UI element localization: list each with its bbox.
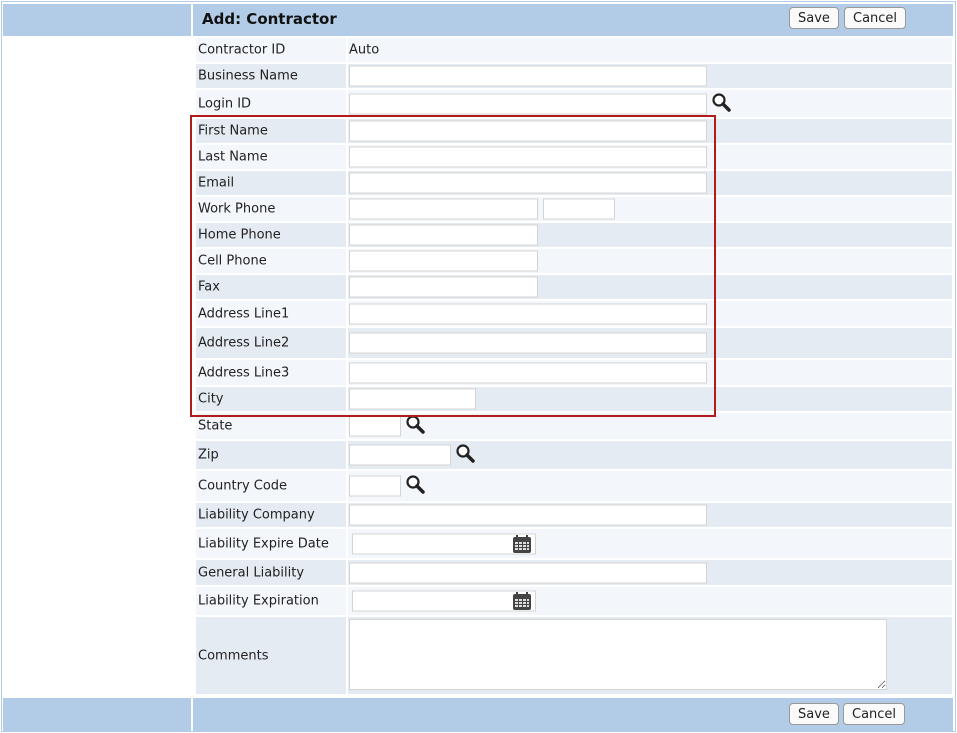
last-name-input[interactable] — [349, 146, 707, 168]
magnifier-icon[interactable] — [405, 474, 425, 494]
form-row-contractor-id: Contractor ID Auto — [196, 38, 952, 64]
general-liability-input[interactable] — [349, 562, 707, 583]
footer-cancel-button[interactable]: Cancel — [843, 703, 906, 725]
save-button[interactable]: Save — [789, 7, 839, 29]
address-line1-label: Address Line1 — [198, 306, 290, 321]
liability-company-label: Liability Company — [198, 507, 315, 523]
page-title: Add: Contractor — [202, 10, 337, 28]
magnifier-icon[interactable] — [711, 92, 731, 112]
country-code-input[interactable] — [349, 475, 401, 497]
liability-expire-date-label: Liability Expire Date — [198, 536, 329, 551]
first-name-input[interactable] — [349, 120, 707, 142]
email-label: Email — [198, 175, 235, 191]
address-line2-input[interactable] — [349, 332, 707, 354]
footer-save-button[interactable]: Save — [789, 703, 839, 725]
form-row-city: City — [196, 387, 952, 413]
form-row-liability-expire-date: Liability Expire Date — [196, 529, 952, 560]
home-phone-input[interactable] — [349, 224, 538, 246]
zip-label: Zip — [198, 447, 219, 463]
address-line3-input[interactable] — [349, 362, 707, 383]
liability-expiration-input[interactable] — [352, 590, 536, 612]
form-row-general-liability: General Liability — [196, 560, 952, 587]
form-row-login-id: Login ID — [196, 90, 952, 119]
form-row-address-line1: Address Line1 — [196, 301, 952, 328]
zip-input[interactable] — [349, 444, 451, 466]
form-row-email: Email — [196, 171, 952, 197]
form-row-business-name: Business Name — [196, 64, 952, 90]
form-row-work-phone: Work Phone — [196, 197, 952, 223]
comments-label: Comments — [198, 648, 269, 663]
cancel-button[interactable]: Cancel — [844, 7, 907, 29]
calendar-icon[interactable] — [512, 591, 532, 611]
work-phone-input[interactable] — [349, 198, 538, 220]
liability-company-input[interactable] — [349, 504, 707, 526]
calendar-icon[interactable] — [512, 534, 532, 554]
form-row-cell-phone: Cell Phone — [196, 249, 952, 275]
magnifier-icon[interactable] — [455, 443, 475, 463]
comments-textarea[interactable] — [349, 619, 887, 690]
address-line1-input[interactable] — [349, 303, 707, 324]
form-row-address-line2: Address Line2 — [196, 328, 952, 360]
magnifier-icon[interactable] — [405, 414, 425, 434]
city-label: City — [198, 391, 224, 407]
work-phone-label: Work Phone — [198, 201, 276, 217]
form-row-state: State — [196, 413, 952, 441]
work-phone-extension-input[interactable] — [543, 198, 615, 220]
city-input[interactable] — [349, 388, 476, 410]
address-line2-label: Address Line2 — [198, 335, 290, 351]
form-row-liability-company: Liability Company — [196, 503, 952, 529]
login-id-label: Login ID — [198, 96, 252, 111]
general-liability-label: General Liability — [198, 565, 305, 580]
business-name-input[interactable] — [349, 65, 707, 87]
form-row-fax: Fax — [196, 275, 952, 301]
address-line3-label: Address Line3 — [198, 365, 290, 380]
business-name-label: Business Name — [198, 68, 298, 84]
state-input[interactable] — [349, 415, 401, 437]
cell-phone-label: Cell Phone — [198, 253, 267, 269]
form-row-last-name: Last Name — [196, 145, 952, 171]
country-code-label: Country Code — [198, 478, 288, 494]
fax-label: Fax — [198, 279, 220, 295]
form-row-comments: Comments — [196, 617, 952, 696]
form-row-zip: Zip — [196, 441, 952, 471]
login-id-input[interactable] — [349, 93, 707, 114]
form-row-address-line3: Address Line3 — [196, 360, 952, 387]
email-input[interactable] — [349, 172, 707, 194]
state-label: State — [198, 418, 233, 434]
home-phone-label: Home Phone — [198, 227, 281, 243]
liability-expire-date-input[interactable] — [352, 533, 536, 554]
form-row-country-code: Country Code — [196, 471, 952, 503]
liability-expiration-label: Liability Expiration — [198, 593, 319, 609]
contractor-id-value: Auto — [349, 42, 380, 58]
contractor-form: Contractor ID Auto Business Name Login ID Fi… — [196, 38, 952, 696]
fax-input[interactable] — [349, 276, 538, 298]
form-row-first-name: First Name — [196, 119, 952, 145]
contractor-id-label: Contractor ID — [198, 42, 286, 58]
cell-phone-input[interactable] — [349, 250, 538, 272]
form-row-home-phone: Home Phone — [196, 223, 952, 249]
first-name-label: First Name — [198, 123, 268, 139]
form-row-liability-expiration: Liability Expiration — [196, 587, 952, 617]
last-name-label: Last Name — [198, 149, 268, 165]
